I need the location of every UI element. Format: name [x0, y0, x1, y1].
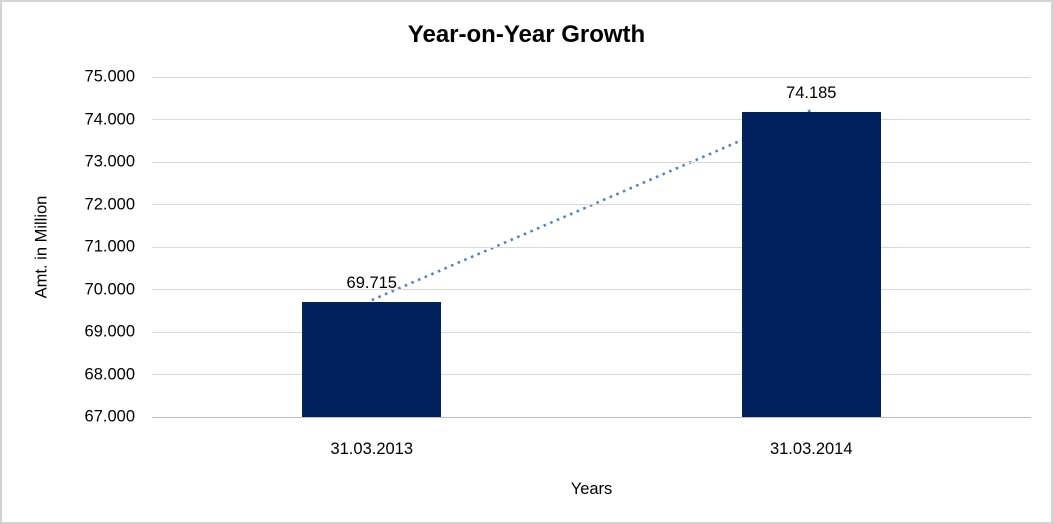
- y-tick-label: 68.000: [84, 365, 135, 383]
- gridline: [152, 246, 1031, 248]
- y-tick-label: 75.000: [84, 67, 135, 86]
- y-tick-label: 71.000: [84, 237, 135, 256]
- gridline: [152, 204, 1031, 205]
- x-tick-label: 31.03.2013: [330, 440, 414, 458]
- bar-31.03.2013: [302, 301, 442, 417]
- gridline: [152, 331, 1031, 333]
- x-axis-line: [152, 416, 1031, 418]
- y-tick-label: 70.000: [84, 280, 135, 298]
- gridline: [152, 119, 1031, 120]
- y-tick-label: 72.000: [84, 195, 135, 213]
- x-axis-tick-labels: 31.03.2013 31.03.2014: [152, 440, 1031, 462]
- bar-data-label: 69.715: [346, 273, 397, 292]
- x-tick-label: 31.03.2014: [769, 440, 853, 458]
- gridline: [152, 374, 1031, 375]
- gridline: [152, 161, 1031, 163]
- chart-title: Year-on-Year Growth: [407, 21, 646, 48]
- bar-data-label: 74.185: [786, 83, 837, 102]
- gridline: [152, 76, 1031, 78]
- y-tick-label: 74.000: [84, 110, 135, 128]
- bar-31.03.2014: [741, 111, 881, 417]
- gridline: [152, 289, 1031, 290]
- trendline: [371, 108, 812, 302]
- y-tick-label: 69.000: [84, 322, 135, 341]
- y-tick-label: 73.000: [84, 152, 135, 171]
- x-axis-title: Years: [570, 480, 613, 498]
- y-tick-label: 67.000: [84, 407, 135, 426]
- plot-area: 69.715 74.185: [152, 76, 1031, 418]
- y-axis-tick-labels: 67.000 68.000 69.000 70.000 71.000 72.000 73.0…: [2, 68, 135, 426]
